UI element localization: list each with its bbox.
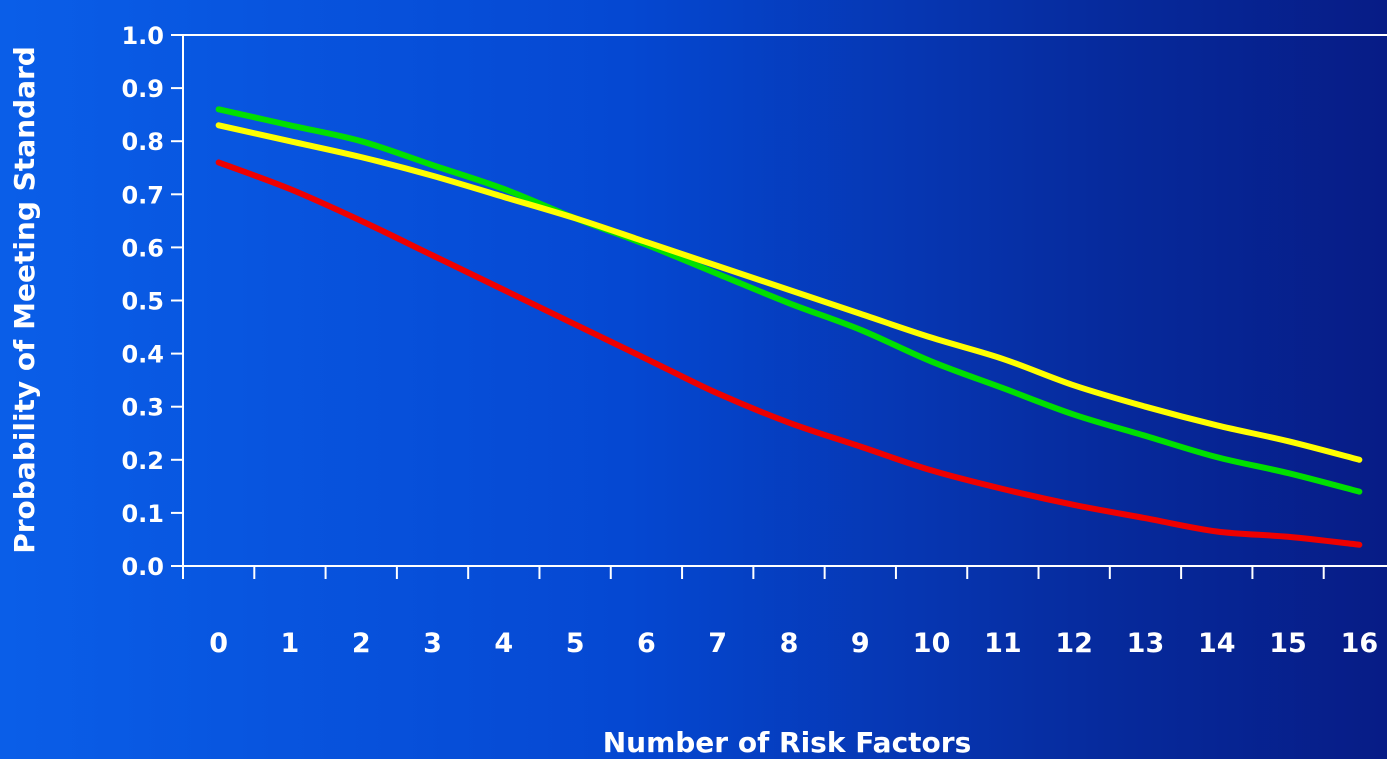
x-tick-label: 9 — [851, 628, 870, 659]
x-tick-label: 7 — [708, 628, 727, 659]
x-tick-label: 4 — [494, 628, 513, 659]
x-tick-label: 16 — [1341, 628, 1379, 659]
series-line-3 — [215, 159, 1363, 548]
y-tick-label: 0.2 — [121, 447, 164, 475]
y-tick-label: 0.0 — [121, 553, 164, 581]
x-tick-label: 14 — [1198, 628, 1236, 659]
x-tick-label: 12 — [1055, 628, 1093, 659]
y-tick-label: 0.8 — [121, 128, 164, 156]
x-tick-label: 11 — [984, 628, 1022, 659]
y-axis-ticks: 0.0 0.1 0.2 0.3 0.4 0.5 0.6 0.7 0.8 0.9 1.0 — [121, 22, 183, 581]
x-tick-label: 2 — [352, 628, 371, 659]
series-line-2 — [215, 122, 1363, 463]
x-tick-label: 8 — [780, 628, 799, 659]
y-tick-label: 0.3 — [121, 394, 164, 422]
y-tick-label: 0.4 — [121, 341, 164, 369]
y-tick-label: 0.5 — [121, 288, 164, 316]
x-tick-label: 3 — [423, 628, 442, 659]
series-line-1 — [215, 106, 1363, 495]
y-tick-label: 0.9 — [121, 75, 164, 103]
series-layer — [215, 106, 1363, 548]
x-tick-label: 0 — [209, 628, 228, 659]
y-tick-label: 0.1 — [121, 500, 164, 528]
y-tick-label: 1.0 — [121, 22, 164, 50]
y-tick-label: 0.7 — [121, 181, 164, 209]
x-tick-label: 15 — [1269, 628, 1307, 659]
x-tick-label: 1 — [281, 628, 300, 659]
y-axis-title: Probability of Meeting Standard — [8, 46, 41, 554]
x-axis-title: Number of Risk Factors — [603, 726, 972, 759]
x-tick-label: 6 — [637, 628, 656, 659]
x-tick-label: 10 — [913, 628, 951, 659]
x-axis-ticks: 0 1 2 3 4 5 6 7 8 9 10 11 12 13 14 15 16 — [182, 566, 1379, 659]
x-tick-label: 5 — [566, 628, 585, 659]
y-tick-label: 0.6 — [121, 234, 164, 262]
x-tick-label: 13 — [1127, 628, 1165, 659]
